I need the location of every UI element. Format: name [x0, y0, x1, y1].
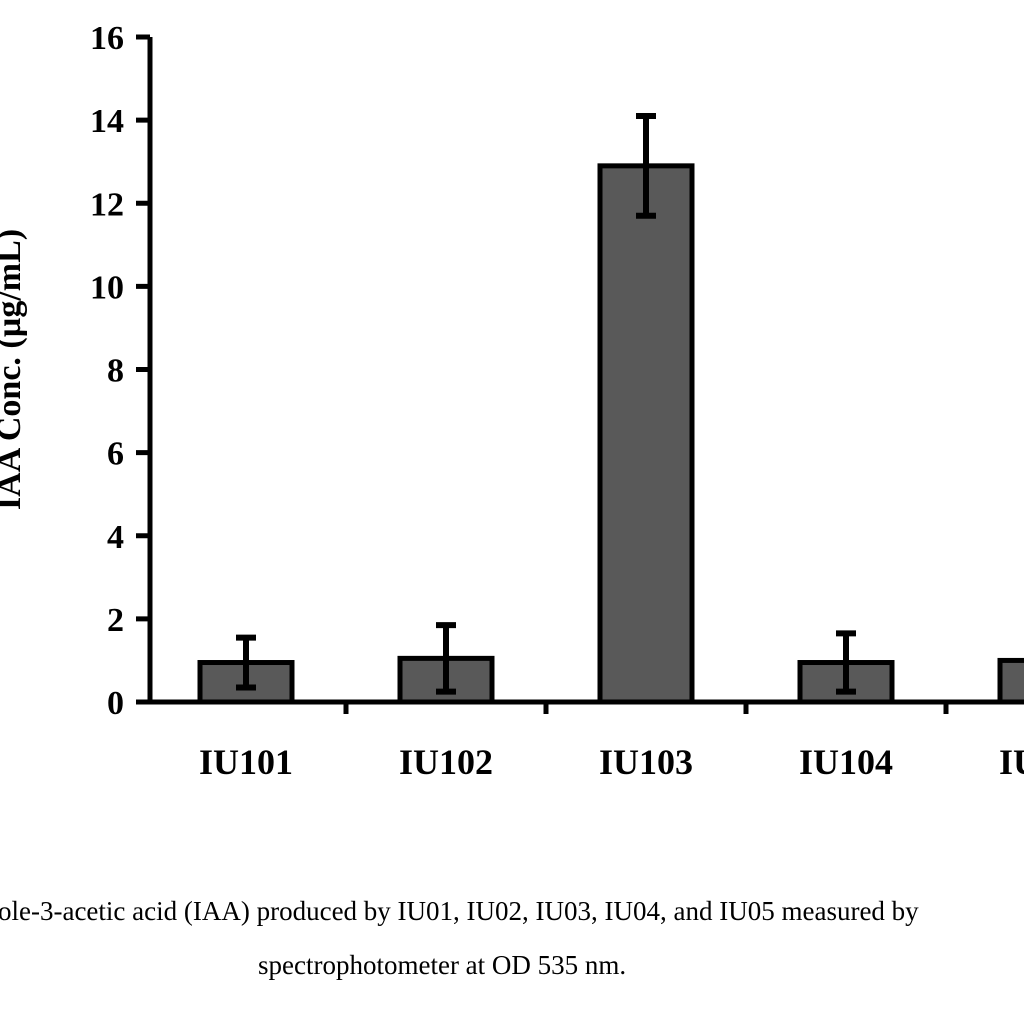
y-tick-label-0: 0 [107, 685, 124, 722]
bar-iu103 [597, 163, 695, 705]
x-tick-label-iu102: IU102 [399, 742, 493, 782]
labels-layer: 0 2 4 6 8 10 12 14 16 IU101 IU102 IU103 IU104 IU105 IA… [0, 20, 1024, 782]
y-tick-label-12: 12 [90, 186, 124, 223]
bars-layer [197, 163, 1024, 705]
axes-layer [136, 34, 1024, 714]
x-tick-label-iu105: IU105 [999, 742, 1024, 782]
y-tick-label-16: 16 [90, 20, 124, 57]
error-bar-iu104 [836, 630, 856, 695]
error-bar-iu103 [636, 112, 656, 219]
y-axis-title: IAA Conc. (µg/mL) [0, 229, 28, 510]
x-tick-label-iu104: IU104 [799, 742, 893, 782]
x-tick-label-iu101: IU101 [199, 742, 293, 782]
y-tick-label-4: 4 [107, 519, 124, 556]
bar-iu105 [997, 657, 1024, 705]
y-tick-label-2: 2 [107, 602, 124, 639]
error-bar-iu102 [436, 622, 456, 695]
y-tick-label-10: 10 [90, 269, 124, 306]
y-tick-label-14: 14 [90, 103, 124, 140]
figure-caption-line-2: spectrophotometer at OD 535 nm. [258, 950, 627, 980]
error-bars-layer [236, 112, 856, 695]
figure-caption-line-1: Indole-3-acetic acid (IAA) produced by I… [0, 896, 919, 926]
x-tick-label-iu103: IU103 [599, 742, 693, 782]
y-tick-label-8: 8 [107, 353, 124, 390]
y-tick-label-6: 6 [107, 436, 124, 473]
error-bar-iu101 [236, 634, 256, 691]
